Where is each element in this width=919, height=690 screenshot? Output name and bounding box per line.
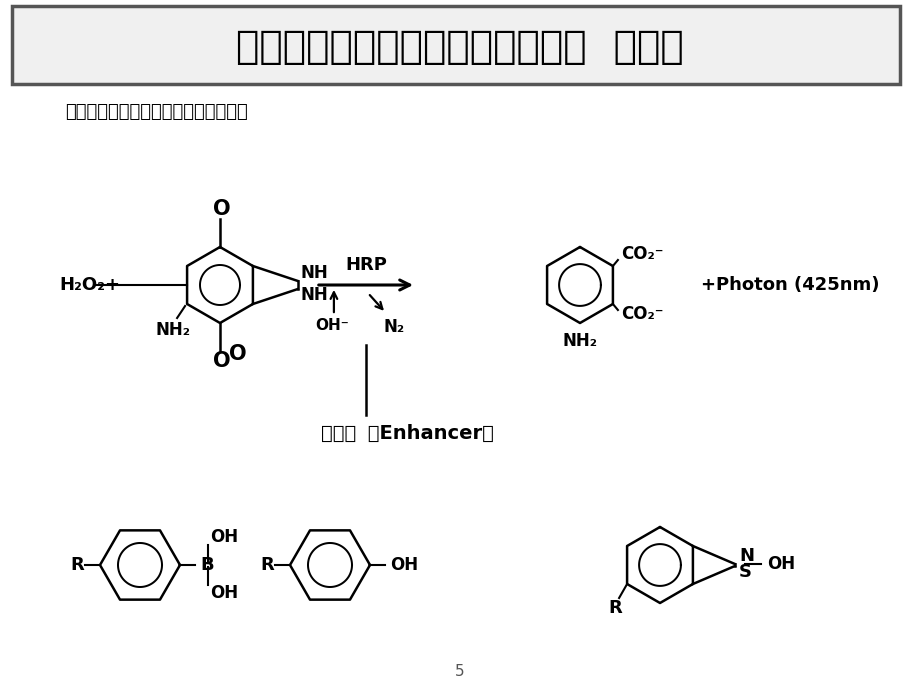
Text: CO₂⁻: CO₂⁻ bbox=[620, 305, 663, 323]
Text: +Photon (425nm): +Photon (425nm) bbox=[700, 276, 879, 294]
Text: 增强剂: 增强剂 bbox=[321, 424, 356, 442]
Text: NH₂: NH₂ bbox=[155, 321, 190, 339]
Text: N₂: N₂ bbox=[383, 318, 404, 336]
Text: 鲁米诺及其衍生物的增敏化学发光系统: 鲁米诺及其衍生物的增敏化学发光系统 bbox=[65, 103, 247, 121]
Text: R: R bbox=[70, 556, 84, 574]
Text: B: B bbox=[199, 556, 213, 574]
Text: S: S bbox=[738, 563, 751, 581]
Text: 5: 5 bbox=[455, 664, 464, 680]
Text: N: N bbox=[738, 547, 753, 565]
Text: OH⁻: OH⁻ bbox=[314, 317, 348, 333]
Text: NH₂: NH₂ bbox=[562, 332, 596, 350]
Text: CO₂⁻: CO₂⁻ bbox=[620, 245, 663, 263]
Text: NH: NH bbox=[301, 286, 328, 304]
FancyBboxPatch shape bbox=[12, 6, 899, 84]
Text: OH: OH bbox=[210, 528, 238, 546]
Text: R: R bbox=[607, 599, 621, 617]
Text: OH: OH bbox=[390, 556, 417, 574]
Text: OH: OH bbox=[766, 555, 794, 573]
Text: H₂O₂+: H₂O₂+ bbox=[60, 276, 120, 294]
Text: NH: NH bbox=[301, 264, 328, 282]
Text: O: O bbox=[213, 199, 231, 219]
Text: O: O bbox=[213, 351, 231, 371]
Text: O: O bbox=[229, 344, 246, 364]
Text: OH: OH bbox=[210, 584, 238, 602]
Text: （Enhancer）: （Enhancer） bbox=[360, 424, 494, 442]
Text: HRP: HRP bbox=[345, 256, 386, 274]
Text: 商业化产品中常见的化学发光系统  （一）: 商业化产品中常见的化学发光系统 （一） bbox=[236, 28, 683, 66]
Text: R: R bbox=[260, 556, 274, 574]
